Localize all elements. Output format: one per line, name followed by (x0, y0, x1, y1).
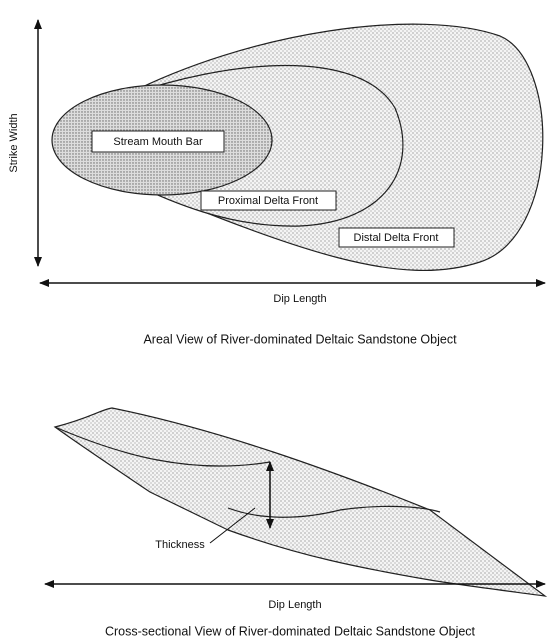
cross-section-body (55, 408, 545, 596)
x-axis-label: Dip Length (273, 293, 326, 305)
zone-label: Stream Mouth Bar (113, 136, 203, 148)
zone-label: Distal Delta Front (354, 232, 439, 244)
y-axis-label: Strike Width (8, 113, 20, 172)
caption: Areal View of River-dominated Deltaic Sa… (143, 332, 457, 346)
caption: Cross-sectional View of River-dominated … (105, 624, 476, 638)
zone-label: Proximal Delta Front (218, 195, 318, 207)
thickness-label: Thickness (155, 539, 205, 551)
diagram: Strike Width Stream Mouth Bar Proximal D… (0, 0, 547, 644)
x-axis-label: Dip Length (268, 599, 321, 611)
